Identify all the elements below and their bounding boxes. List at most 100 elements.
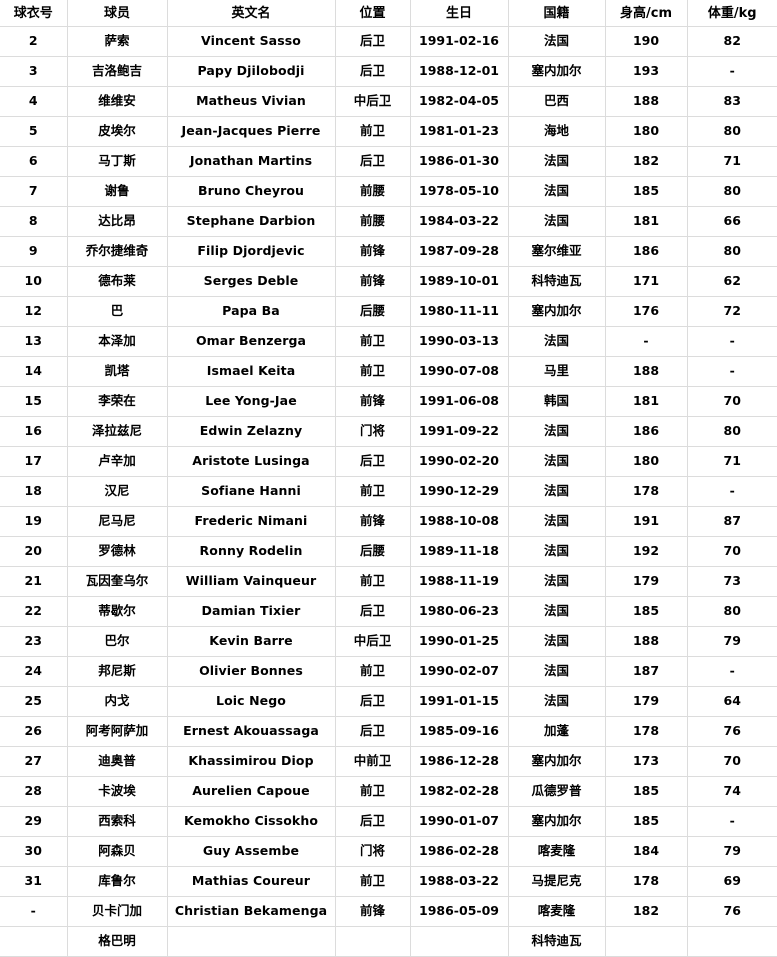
cell-name_en: Kevin Barre	[167, 626, 336, 657]
cell-nation: 法国	[508, 416, 606, 447]
cell-position: 前腰	[335, 206, 411, 237]
cell-weight: 62	[687, 266, 777, 297]
cell-height: 178	[605, 716, 688, 747]
cell-nation: 法国	[508, 536, 606, 567]
cell-birthday: 1991-09-22	[410, 416, 509, 447]
cell-position: 前锋	[335, 506, 411, 537]
cell-name_cn: 阿考阿萨加	[67, 716, 168, 747]
cell-name_en: Ismael Keita	[167, 356, 336, 387]
table-row: 31 库鲁尔 Mathias Coureur 前卫 1988-03-22 马提尼克 178 6…	[0, 866, 777, 897]
cell-position: 前卫	[335, 326, 411, 357]
table-row: 4 维维安 Matheus Vivian 中后卫 1982-04-05 巴西 188 83	[0, 86, 777, 117]
cell-birthday: 1987-09-28	[410, 236, 509, 267]
cell-height: 185	[605, 596, 688, 627]
table-row: - 贝卡门加 Christian Bekamenga 前锋 1986-05-09 喀麦隆 1…	[0, 896, 777, 927]
cell-birthday: 1989-11-18	[410, 536, 509, 567]
cell-weight: 71	[687, 446, 777, 477]
cell-weight: 72	[687, 296, 777, 327]
cell-position: 前卫	[335, 116, 411, 147]
cell-name_cn: 萨索	[67, 26, 168, 57]
cell-height: 186	[605, 416, 688, 447]
table-body: 2 萨索 Vincent Sasso 后卫 1991-02-16 法国 190 82 3 吉洛鲍吉…	[0, 26, 777, 957]
cell-number: 30	[0, 836, 68, 867]
cell-name_cn: 皮埃尔	[67, 116, 168, 147]
table-row: 29 西索科 Kemokho Cissokho 后卫 1990-01-07 塞内加尔 185…	[0, 806, 777, 837]
cell-nation: 科特迪瓦	[508, 266, 606, 297]
cell-birthday: 1991-01-15	[410, 686, 509, 717]
cell-weight: -	[687, 326, 777, 357]
cell-birthday: 1990-01-07	[410, 806, 509, 837]
table-row: 17 卢辛加 Aristote Lusinga 后卫 1990-02-20 法国 180 71	[0, 446, 777, 477]
cell-number: 8	[0, 206, 68, 237]
cell-birthday: 1985-09-16	[410, 716, 509, 747]
cell-position: 前卫	[335, 656, 411, 687]
cell-weight: 74	[687, 776, 777, 807]
cell-name_en: Stephane Darbion	[167, 206, 336, 237]
cell-position: 后卫	[335, 596, 411, 627]
table-row: 13 本泽加 Omar Benzerga 前卫 1990-03-13 法国 - -	[0, 326, 777, 357]
cell-name_en: Loic Nego	[167, 686, 336, 717]
cell-number: 20	[0, 536, 68, 567]
cell-weight: 66	[687, 206, 777, 237]
cell-birthday: 1978-05-10	[410, 176, 509, 207]
cell-birthday: 1988-11-19	[410, 566, 509, 597]
cell-name_cn: 达比昂	[67, 206, 168, 237]
cell-position: 前卫	[335, 566, 411, 597]
cell-name_en: Edwin Zelazny	[167, 416, 336, 447]
cell-height: 181	[605, 386, 688, 417]
cell-name_en: Vincent Sasso	[167, 26, 336, 57]
column-header-name_en: 英文名	[167, 0, 336, 27]
cell-weight: 80	[687, 596, 777, 627]
cell-nation: 法国	[508, 656, 606, 687]
cell-number: 14	[0, 356, 68, 387]
table-row: 格巴明 科特迪瓦	[0, 926, 777, 957]
cell-height: 185	[605, 806, 688, 837]
cell-position: 前锋	[335, 896, 411, 927]
cell-number: 13	[0, 326, 68, 357]
cell-position: 前卫	[335, 356, 411, 387]
table-row: 18 汉尼 Sofiane Hanni 前卫 1990-12-29 法国 178-	[0, 476, 777, 507]
cell-number: 22	[0, 596, 68, 627]
cell-name_cn: 尼马尼	[67, 506, 168, 537]
cell-birthday: 1991-02-16	[410, 26, 509, 57]
cell-number: 6	[0, 146, 68, 177]
cell-name_en: Guy Assembe	[167, 836, 336, 867]
cell-weight: 87	[687, 506, 777, 537]
cell-number: 19	[0, 506, 68, 537]
cell-name_cn: 吉洛鲍吉	[67, 56, 168, 87]
cell-number: 15	[0, 386, 68, 417]
cell-number: 5	[0, 116, 68, 147]
cell-position: 前锋	[335, 266, 411, 297]
cell-birthday: 1988-12-01	[410, 56, 509, 87]
cell-height	[605, 926, 688, 957]
cell-height: 180	[605, 446, 688, 477]
cell-number: 12	[0, 296, 68, 327]
cell-height: 179	[605, 686, 688, 717]
cell-number: 25	[0, 686, 68, 717]
cell-position: 后卫	[335, 806, 411, 837]
cell-weight: 79	[687, 626, 777, 657]
column-header-position: 位置	[335, 0, 411, 27]
cell-weight: 80	[687, 176, 777, 207]
cell-name_en: Khassimirou Diop	[167, 746, 336, 777]
cell-weight: 64	[687, 686, 777, 717]
cell-nation: 法国	[508, 596, 606, 627]
cell-name_en: Bruno Cheyrou	[167, 176, 336, 207]
table-row: 9 乔尔捷维奇 Filip Djordjevic 前锋 1987-09-28 塞尔维亚 18…	[0, 236, 777, 267]
cell-position: 后腰	[335, 536, 411, 567]
cell-number: 17	[0, 446, 68, 477]
cell-weight: 83	[687, 86, 777, 117]
cell-name_en: Damian Tixier	[167, 596, 336, 627]
cell-weight: 76	[687, 716, 777, 747]
cell-nation: 法国	[508, 566, 606, 597]
cell-name_en: Jonathan Martins	[167, 146, 336, 177]
table-row: 3 吉洛鲍吉 Papy Djilobodji 后卫 1988-12-01 塞内加尔 193-	[0, 56, 777, 87]
cell-height: 182	[605, 146, 688, 177]
column-header-weight: 体重/kg	[687, 0, 777, 27]
cell-number: 28	[0, 776, 68, 807]
cell-birthday: 1990-12-29	[410, 476, 509, 507]
table-row: 28 卡波埃 Aurelien Capoue 前卫 1982-02-28 瓜德罗普 185 7…	[0, 776, 777, 807]
cell-nation: 塞尔维亚	[508, 236, 606, 267]
header-row: 球衣号 球员 英文名 位置 生日 国籍 身高/cm 体重/kg	[0, 0, 777, 27]
